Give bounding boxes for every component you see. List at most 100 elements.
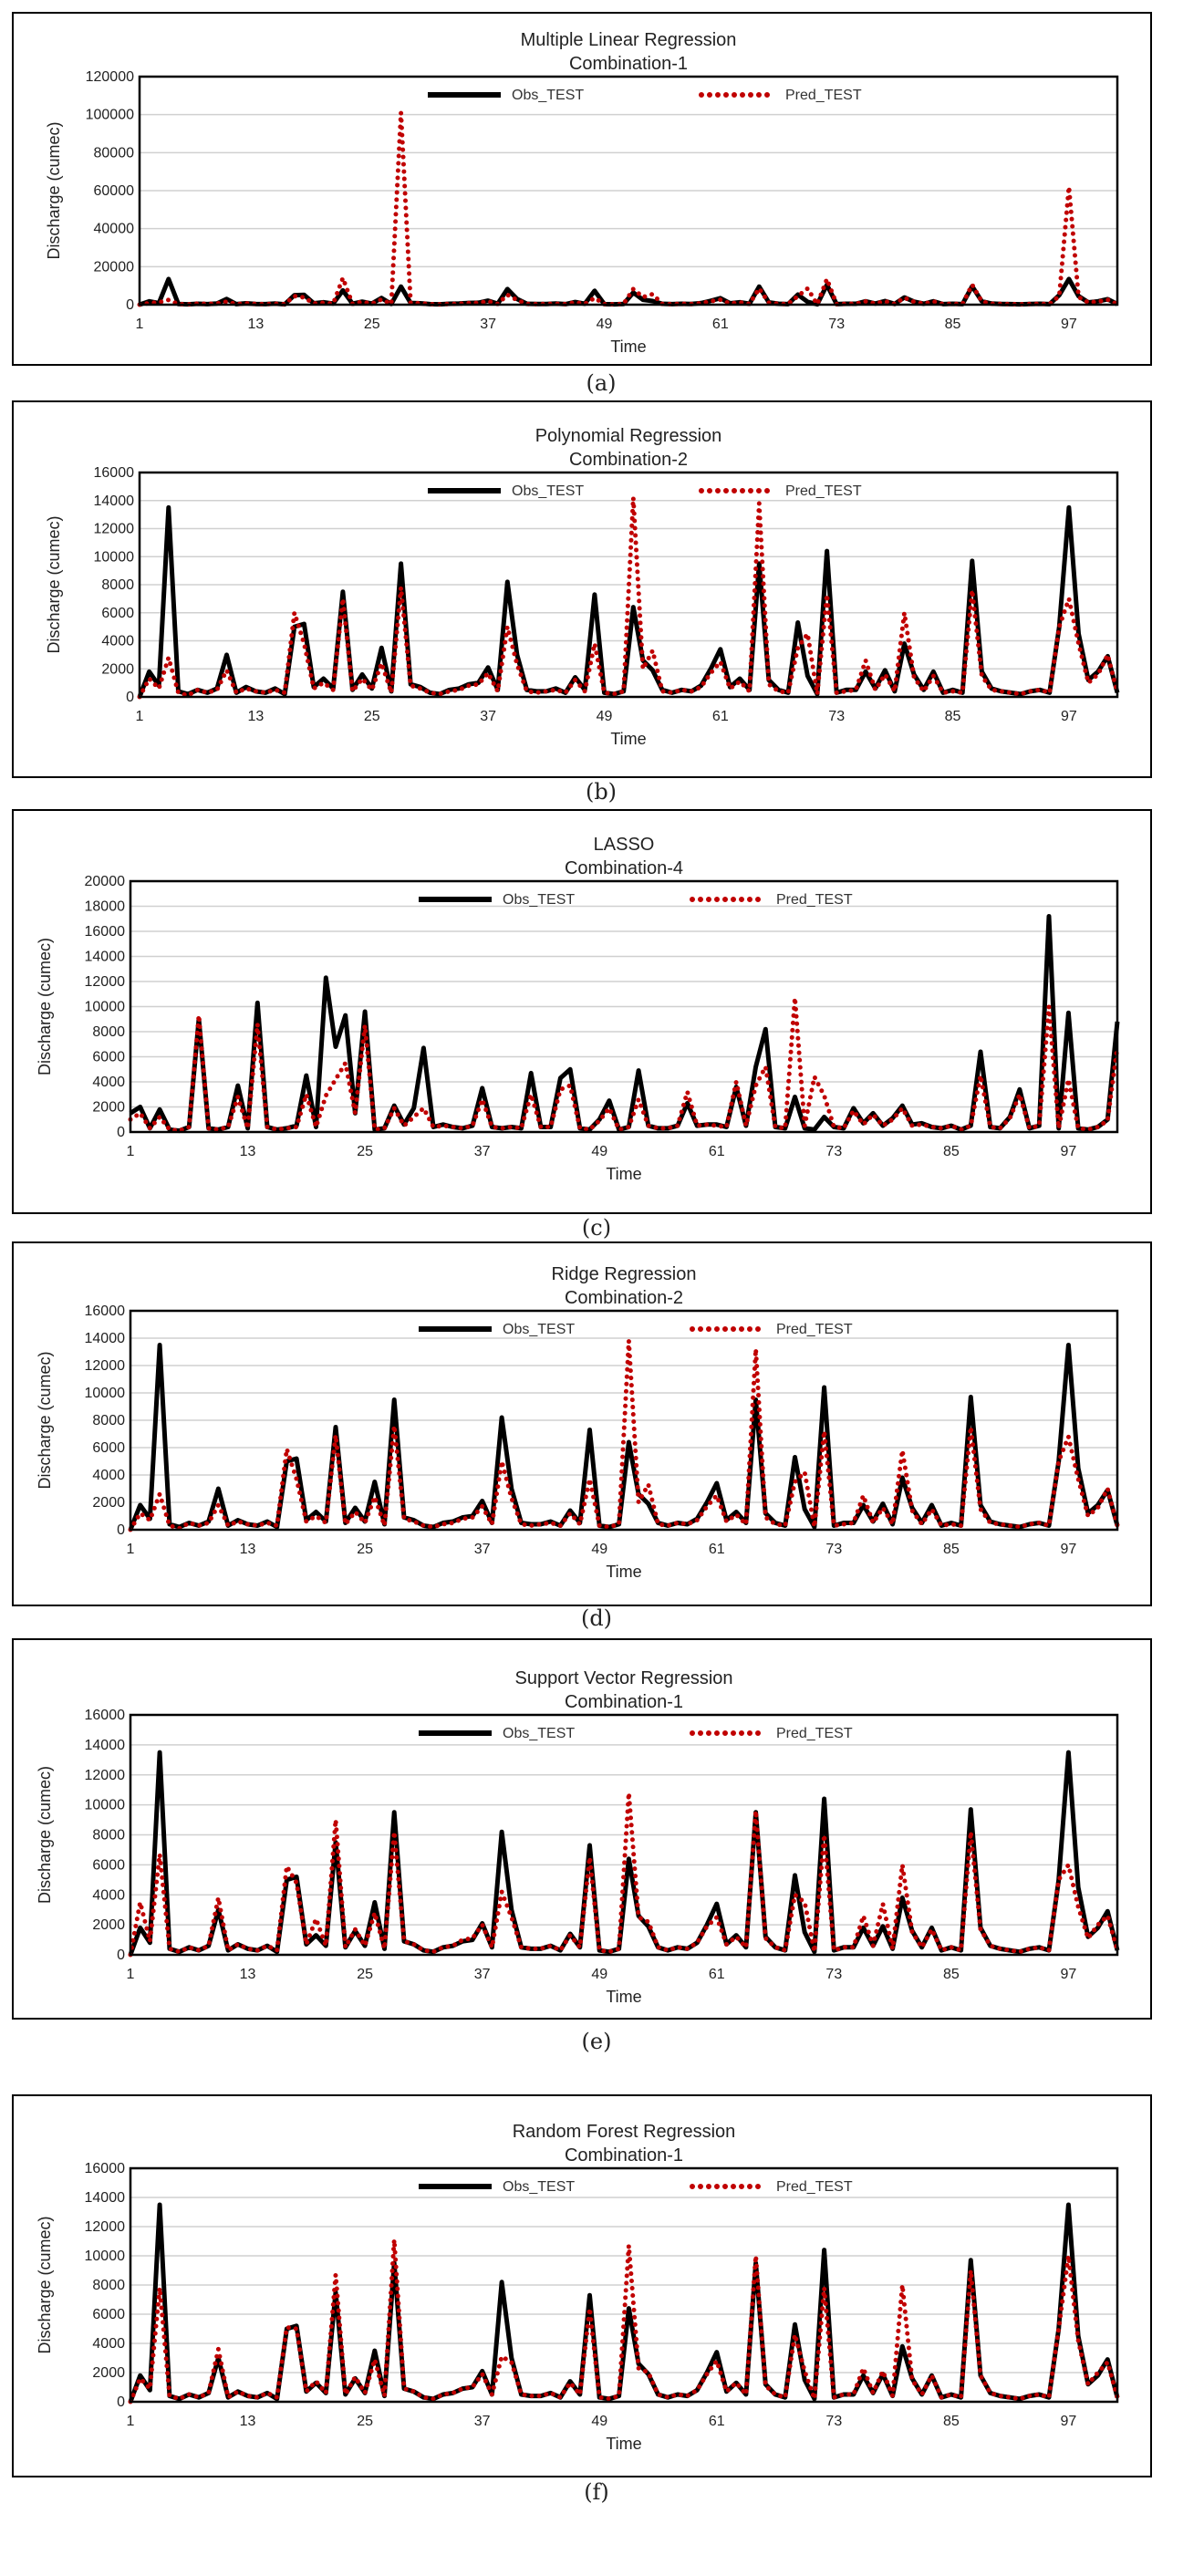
y-tick-label: 4000 [92, 2336, 125, 2352]
x-axis-label: Time [606, 1165, 641, 1183]
x-tick-label: 25 [357, 1144, 373, 1159]
chart-panel-3: LASSO Combination-4 0 2000 4000 6000 8000 10000… [12, 809, 1152, 1214]
panel-caption: (b) [586, 779, 617, 805]
y-tick-label: 4000 [92, 1887, 125, 1903]
x-axis-label: Time [606, 1988, 641, 2006]
plot-area-border [129, 2166, 1119, 2404]
y-tick-label: 12000 [85, 1768, 126, 1783]
legend-label-pred: Pred_TEST [785, 483, 862, 499]
y-tick-label: 6000 [92, 1050, 125, 1065]
y-tick-label: 0 [117, 1948, 125, 1963]
y-axis-label: Discharge (cumec) [45, 515, 63, 653]
x-axis-label: Time [606, 2435, 641, 2453]
legend-label-obs: Obs_TEST [503, 892, 575, 908]
y-tick-label: 2000 [92, 1100, 125, 1116]
x-tick-label: 61 [709, 2414, 725, 2429]
x-axis-label: Time [606, 1563, 641, 1581]
y-tick-label: 6000 [101, 606, 134, 621]
x-tick-label: 49 [591, 1144, 607, 1159]
series-line-pred-test [128, 995, 1120, 1134]
plot-area-border [138, 75, 1119, 306]
x-tick-label: 37 [474, 1967, 491, 1982]
y-tick-label: 18000 [85, 899, 126, 915]
x-tick-label: 13 [240, 1144, 256, 1159]
chart-title: Ridge Regression [552, 1264, 697, 1284]
y-tick-label: 6000 [92, 2307, 125, 2322]
x-tick-label: 85 [945, 709, 961, 724]
x-tick-label: 37 [480, 317, 496, 332]
chart-subtitle: Combination-2 [569, 450, 688, 470]
y-tick-label: 2000 [92, 1917, 125, 1933]
x-tick-label: 73 [828, 317, 845, 332]
legend-label-pred: Pred_TEST [776, 2179, 853, 2195]
chart-title: Support Vector Regression [514, 1668, 732, 1688]
x-tick-label: 1 [136, 709, 144, 724]
y-tick-label: 8000 [101, 577, 134, 593]
x-tick-label: 73 [825, 1542, 842, 1557]
legend-label-obs: Obs_TEST [503, 1726, 575, 1741]
y-tick-label: 20000 [85, 874, 126, 889]
x-tick-label: 13 [240, 2414, 256, 2429]
x-tick-label: 73 [825, 1144, 842, 1159]
y-tick-label: 14000 [85, 950, 126, 965]
chart-frame [12, 400, 1152, 778]
x-tick-label: 85 [943, 1967, 960, 1982]
y-tick-label: 14000 [94, 493, 135, 509]
y-tick-label: 0 [126, 297, 134, 313]
y-axis-label: Discharge (cumec) [36, 2216, 54, 2353]
chart-subtitle: Combination-1 [565, 2145, 683, 2166]
series-line-obs-test [128, 2202, 1120, 2403]
panel-caption: (c) [582, 1215, 611, 1241]
panel-caption: (a) [586, 370, 616, 396]
legend-label-pred: Pred_TEST [776, 1322, 853, 1337]
y-tick-label: 8000 [92, 2278, 125, 2293]
x-tick-label: 49 [597, 317, 613, 332]
x-tick-label: 25 [364, 317, 380, 332]
legend-label-obs: Obs_TEST [503, 1322, 575, 1337]
x-tick-label: 1 [127, 2414, 135, 2429]
chart-frame [12, 1241, 1152, 1606]
y-tick-label: 10000 [85, 2249, 126, 2264]
x-tick-label: 97 [1061, 2414, 1077, 2429]
x-tick-label: 97 [1061, 1967, 1077, 1982]
x-tick-label: 25 [357, 1542, 373, 1557]
legend-label-obs: Obs_TEST [512, 483, 584, 499]
legend-label-pred: Pred_TEST [776, 1726, 853, 1741]
x-tick-label: 49 [591, 2414, 607, 2429]
y-tick-label: 14000 [85, 1331, 126, 1346]
chart-panel-6: Random Forest Regression Combination-1 0 20… [12, 2094, 1152, 2477]
series-line-pred-test [128, 1338, 1120, 1532]
y-tick-label: 20000 [94, 259, 135, 275]
x-tick-label: 37 [474, 1144, 491, 1159]
y-tick-label: 8000 [92, 1024, 125, 1040]
y-tick-label: 120000 [86, 69, 134, 85]
chart-panel-4: Ridge Regression Combination-2 0 2000 4000 60… [12, 1241, 1152, 1606]
y-tick-label: 2000 [92, 2365, 125, 2381]
y-tick-label: 16000 [85, 1304, 126, 1319]
x-tick-label: 73 [828, 709, 845, 724]
y-tick-label: 10000 [94, 549, 135, 565]
y-tick-label: 8000 [92, 1828, 125, 1844]
y-axis-label: Discharge (cumec) [36, 1351, 54, 1489]
x-axis-label: Time [610, 730, 646, 748]
y-tick-label: 100000 [86, 108, 134, 123]
x-tick-label: 49 [591, 1967, 607, 1982]
y-tick-label: 2000 [92, 1495, 125, 1511]
x-tick-label: 85 [945, 317, 961, 332]
y-tick-label: 12000 [85, 1358, 126, 1374]
chart-panel-2: Polynomial Regression Combination-2 0 2000 4… [12, 400, 1152, 778]
x-tick-label: 13 [247, 317, 264, 332]
plot-area-border [129, 1309, 1119, 1532]
y-tick-label: 4000 [101, 634, 134, 649]
series-line-pred-test [128, 2237, 1120, 2405]
y-tick-label: 12000 [94, 522, 135, 537]
x-tick-label: 97 [1061, 1144, 1077, 1159]
y-axis-label: Discharge (cumec) [36, 938, 54, 1075]
series-line-pred-test [137, 495, 1120, 700]
x-tick-label: 73 [825, 1967, 842, 1982]
legend-label-pred: Pred_TEST [785, 88, 862, 103]
plot-area-border [138, 471, 1119, 699]
plot-area-border [129, 1713, 1119, 1957]
x-tick-label: 61 [709, 1967, 725, 1982]
x-tick-label: 1 [136, 317, 144, 332]
